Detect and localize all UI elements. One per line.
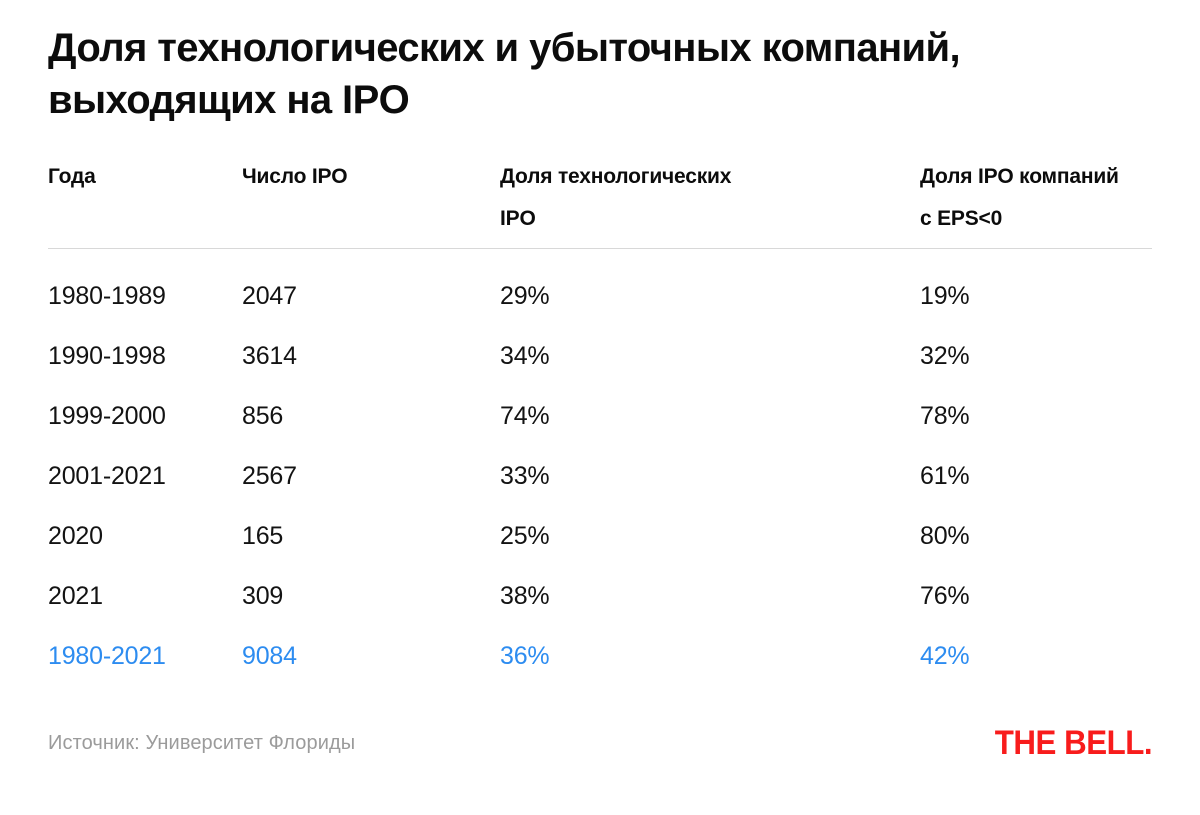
- column-header-tech-share: Доля технологических IPO: [500, 165, 732, 230]
- cell-tech-share: 25%: [500, 521, 550, 550]
- cell-tech-share: 29%: [500, 281, 550, 310]
- cell-ipo-count: 165: [242, 521, 284, 550]
- table-row: 1999-2000 856 74% 78%: [48, 386, 1152, 446]
- table-header-row: Года Число IPO Доля технологических IPO …: [48, 156, 1152, 240]
- column-header-ipo-count: Число IPO: [242, 165, 348, 188]
- table-row: 2021 309 38% 76%: [48, 566, 1152, 626]
- cell-years: 2021: [48, 581, 103, 610]
- cell-eps-share: 32%: [920, 341, 970, 370]
- page-title: Доля технологических и убыточных компани…: [48, 26, 961, 122]
- cell-ipo-count: 2047: [242, 281, 297, 310]
- cell-eps-share: 78%: [920, 401, 970, 430]
- table-row: 1980-2021 9084 36% 42%: [48, 626, 1152, 686]
- cell-years: 2001-2021: [48, 461, 166, 490]
- cell-eps-share: 76%: [920, 581, 970, 610]
- table-row: 1980-1989 2047 29% 19%: [48, 266, 1152, 326]
- cell-years: 1999-2000: [48, 401, 166, 430]
- table-row: 2020 165 25% 80%: [48, 506, 1152, 566]
- cell-eps-share: 42%: [920, 641, 970, 670]
- cell-eps-share: 80%: [920, 521, 970, 550]
- cell-eps-share: 61%: [920, 461, 970, 490]
- cell-years: 1990-1998: [48, 341, 166, 370]
- cell-ipo-count: 2567: [242, 461, 297, 490]
- column-header-years: Года: [48, 165, 96, 188]
- column-header-eps-share: Доля IPO компаний с EPS<0: [920, 165, 1119, 230]
- cell-ipo-count: 309: [242, 581, 284, 610]
- cell-tech-share: 38%: [500, 581, 550, 610]
- cell-eps-share: 19%: [920, 281, 970, 310]
- table-row: 1990-1998 3614 34% 32%: [48, 326, 1152, 386]
- cell-tech-share: 33%: [500, 461, 550, 490]
- cell-tech-share: 34%: [500, 341, 550, 370]
- table-body: 1980-1989 2047 29% 19% 1990-1998 3614 34…: [48, 266, 1152, 686]
- cell-years: 1980-1989: [48, 281, 166, 310]
- cell-years: 1980-2021: [48, 641, 166, 670]
- source-note: Источник: Университет Флориды: [48, 732, 356, 754]
- cell-ipo-count: 3614: [242, 341, 297, 370]
- footer: Источник: Университет Флориды THE BELL.: [48, 724, 1152, 763]
- cell-ipo-count: 856: [242, 401, 284, 430]
- the-bell-logo: THE BELL.: [994, 724, 1153, 762]
- table-row: 2001-2021 2567 33% 61%: [48, 446, 1152, 506]
- header-divider: [48, 248, 1152, 249]
- cell-tech-share: 74%: [500, 401, 550, 430]
- cell-tech-share: 36%: [500, 641, 550, 670]
- cell-ipo-count: 9084: [242, 641, 297, 670]
- cell-years: 2020: [48, 521, 103, 550]
